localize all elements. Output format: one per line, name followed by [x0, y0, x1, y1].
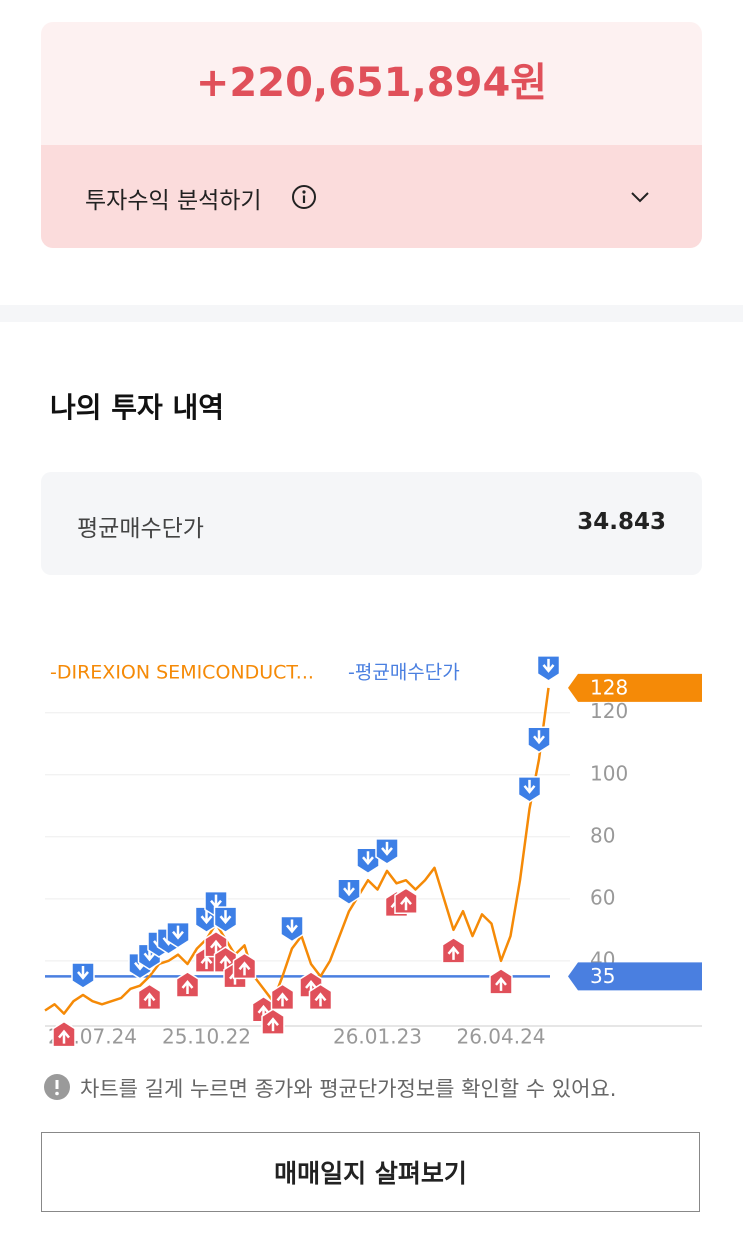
analysis-label: 투자수익 분석하기: [85, 188, 262, 214]
notice-icon: [44, 1074, 70, 1100]
sell-marker: [232, 952, 257, 980]
marker-arrow: [210, 939, 222, 954]
section-title: 나의 투자 내역: [50, 391, 225, 424]
marker-arrow: [200, 910, 213, 925]
price-badge-label: 128: [590, 675, 628, 699]
buy-marker: [527, 726, 551, 754]
sell-marker: [308, 983, 333, 1011]
marker-arrow: [495, 976, 507, 991]
sell-marker: [175, 971, 200, 998]
marker-arrow: [219, 955, 232, 970]
y-tick-label: 100: [590, 761, 628, 785]
chevron: [631, 192, 649, 203]
marker-arrow: [286, 919, 298, 934]
marker-arrow: [276, 992, 289, 1007]
marker-arrow: [143, 992, 156, 1007]
price-line: [44, 687, 550, 1015]
marker-arrow: [523, 779, 536, 794]
marker-arrow: [533, 730, 545, 745]
sell-marker: [137, 983, 162, 1011]
marker-arrow: [219, 910, 232, 925]
sell-marker: [261, 1008, 285, 1035]
x-tick-label: 26.04.24: [456, 1025, 545, 1049]
buy-marker: [375, 838, 399, 865]
analysis-toggle[interactable]: 투자수익 분석하기: [41, 145, 702, 248]
legend-entry: -DIREXION SEMICONDUCT...: [50, 662, 314, 684]
avg-price-box: 평균매수단가 34.843: [41, 472, 702, 575]
journal-button[interactable]: 매매일지 살펴보기: [41, 1132, 700, 1212]
legend-entry: -평균매수단가: [348, 662, 460, 684]
marker-arrow: [58, 1029, 70, 1044]
marker-arrow: [381, 841, 393, 856]
sell-marker: [394, 887, 418, 914]
buy-marker: [337, 878, 361, 906]
buy-marker: [536, 655, 561, 682]
avg-price-value: 34.843: [577, 509, 666, 535]
buy-marker: [166, 921, 190, 949]
y-tick-label: 80: [590, 823, 615, 847]
sell-marker: [441, 936, 466, 964]
price-badge: [568, 673, 702, 702]
y-tick-label: 60: [590, 885, 615, 909]
marker-arrow: [77, 965, 89, 980]
sell-marker: [52, 1020, 76, 1048]
profit-amount: +220,651,894원: [195, 60, 548, 106]
buy-marker: [517, 776, 542, 803]
avg-badge-label: 35: [590, 964, 615, 988]
profit-card: +220,651,894원 투자수익 분석하기: [41, 22, 702, 248]
sell-marker: [489, 967, 513, 995]
marker-arrow: [267, 1017, 279, 1032]
marker-arrow: [447, 945, 460, 960]
info-icon: [292, 185, 316, 209]
avg-badge: [568, 962, 702, 991]
marker-arrow: [314, 992, 327, 1007]
marker-arrow: [181, 980, 194, 994]
divider: [0, 305, 743, 322]
x-tick-label: 26.01.23: [333, 1025, 422, 1049]
marker-arrow: [542, 658, 555, 673]
y-tick-label: 120: [590, 699, 628, 723]
buy-marker: [280, 915, 304, 943]
marker-arrow: [362, 851, 374, 866]
marker-arrow: [343, 882, 355, 897]
marker-arrow: [400, 896, 412, 911]
chart-note: 차트를 길게 누르면 종가와 평균단가정보를 확인할 수 있어요.: [80, 1077, 617, 1101]
marker-arrow: [238, 961, 251, 976]
avg-price-label: 평균매수단가: [77, 516, 204, 542]
buy-marker: [213, 906, 238, 934]
marker-arrow: [172, 925, 184, 940]
sell-marker: [270, 983, 295, 1011]
x-tick-label: 25.10.22: [162, 1025, 251, 1049]
buy-marker: [71, 962, 95, 989]
